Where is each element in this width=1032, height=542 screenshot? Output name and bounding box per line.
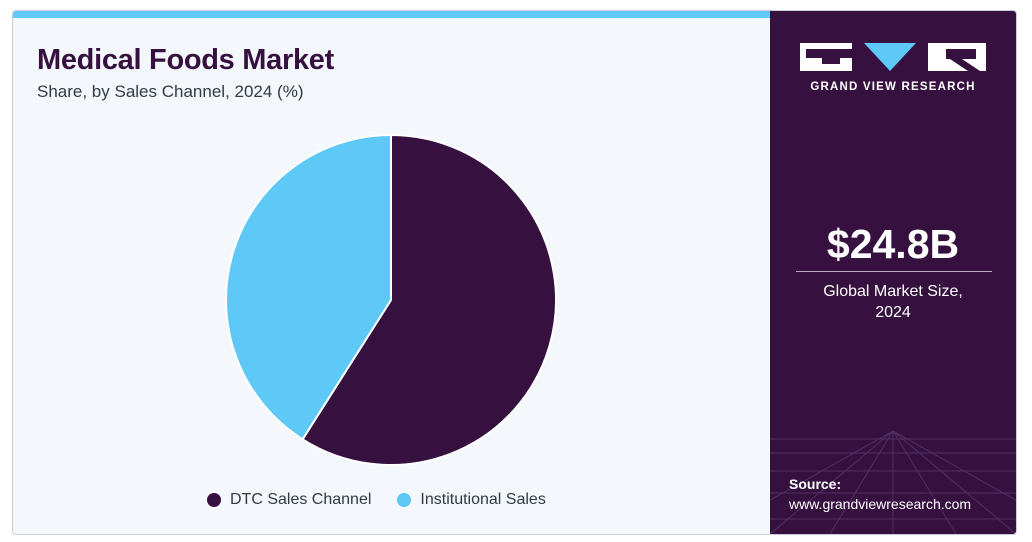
grid-decoration: [770, 431, 1016, 534]
market-size-caption-line1: Global Market Size,: [823, 283, 963, 300]
source-url[interactable]: www.grandviewresearch.com: [789, 496, 972, 512]
chart-panel: Medical Foods Market Share, by Sales Cha…: [13, 18, 770, 534]
source-label: Source:: [789, 476, 842, 492]
market-size-caption: Global Market Size, 2024: [770, 281, 1016, 323]
stats-panel: GRAND VIEW RESEARCH $24.8B Global Market…: [770, 11, 1016, 534]
legend-swatch-institutional: [397, 493, 412, 507]
legend-label-dtc: DTC Sales Channel: [230, 491, 372, 508]
legend-item-dtc: DTC Sales Channel: [207, 491, 371, 509]
accent-bar: [13, 11, 770, 18]
chart-title: Medical Foods Market: [37, 44, 334, 76]
chart-legend: DTC Sales Channel Institutional Sales: [207, 491, 546, 509]
market-size-value: $24.8B: [826, 221, 960, 267]
market-size-caption-line2: 2024: [875, 304, 911, 321]
chart-subtitle: Share, by Sales Channel, 2024 (%): [37, 82, 304, 101]
infographic-card: Medical Foods Market Share, by Sales Cha…: [12, 10, 1017, 535]
brand-logo: GRAND VIEW RESEARCH: [800, 41, 986, 93]
legend-item-institutional: Institutional Sales: [397, 491, 546, 509]
pie-slice-institutional-sales: [225, 133, 392, 441]
divider: [796, 271, 992, 272]
pie-slice-dtc-sales-channel: [301, 133, 557, 466]
pie-chart: [225, 133, 557, 466]
legend-swatch-dtc: [207, 493, 221, 507]
brand-name: GRAND VIEW RESEARCH: [810, 81, 976, 93]
legend-label-institutional: Institutional Sales: [420, 491, 546, 508]
gvr-logo-icon: [800, 43, 986, 71]
